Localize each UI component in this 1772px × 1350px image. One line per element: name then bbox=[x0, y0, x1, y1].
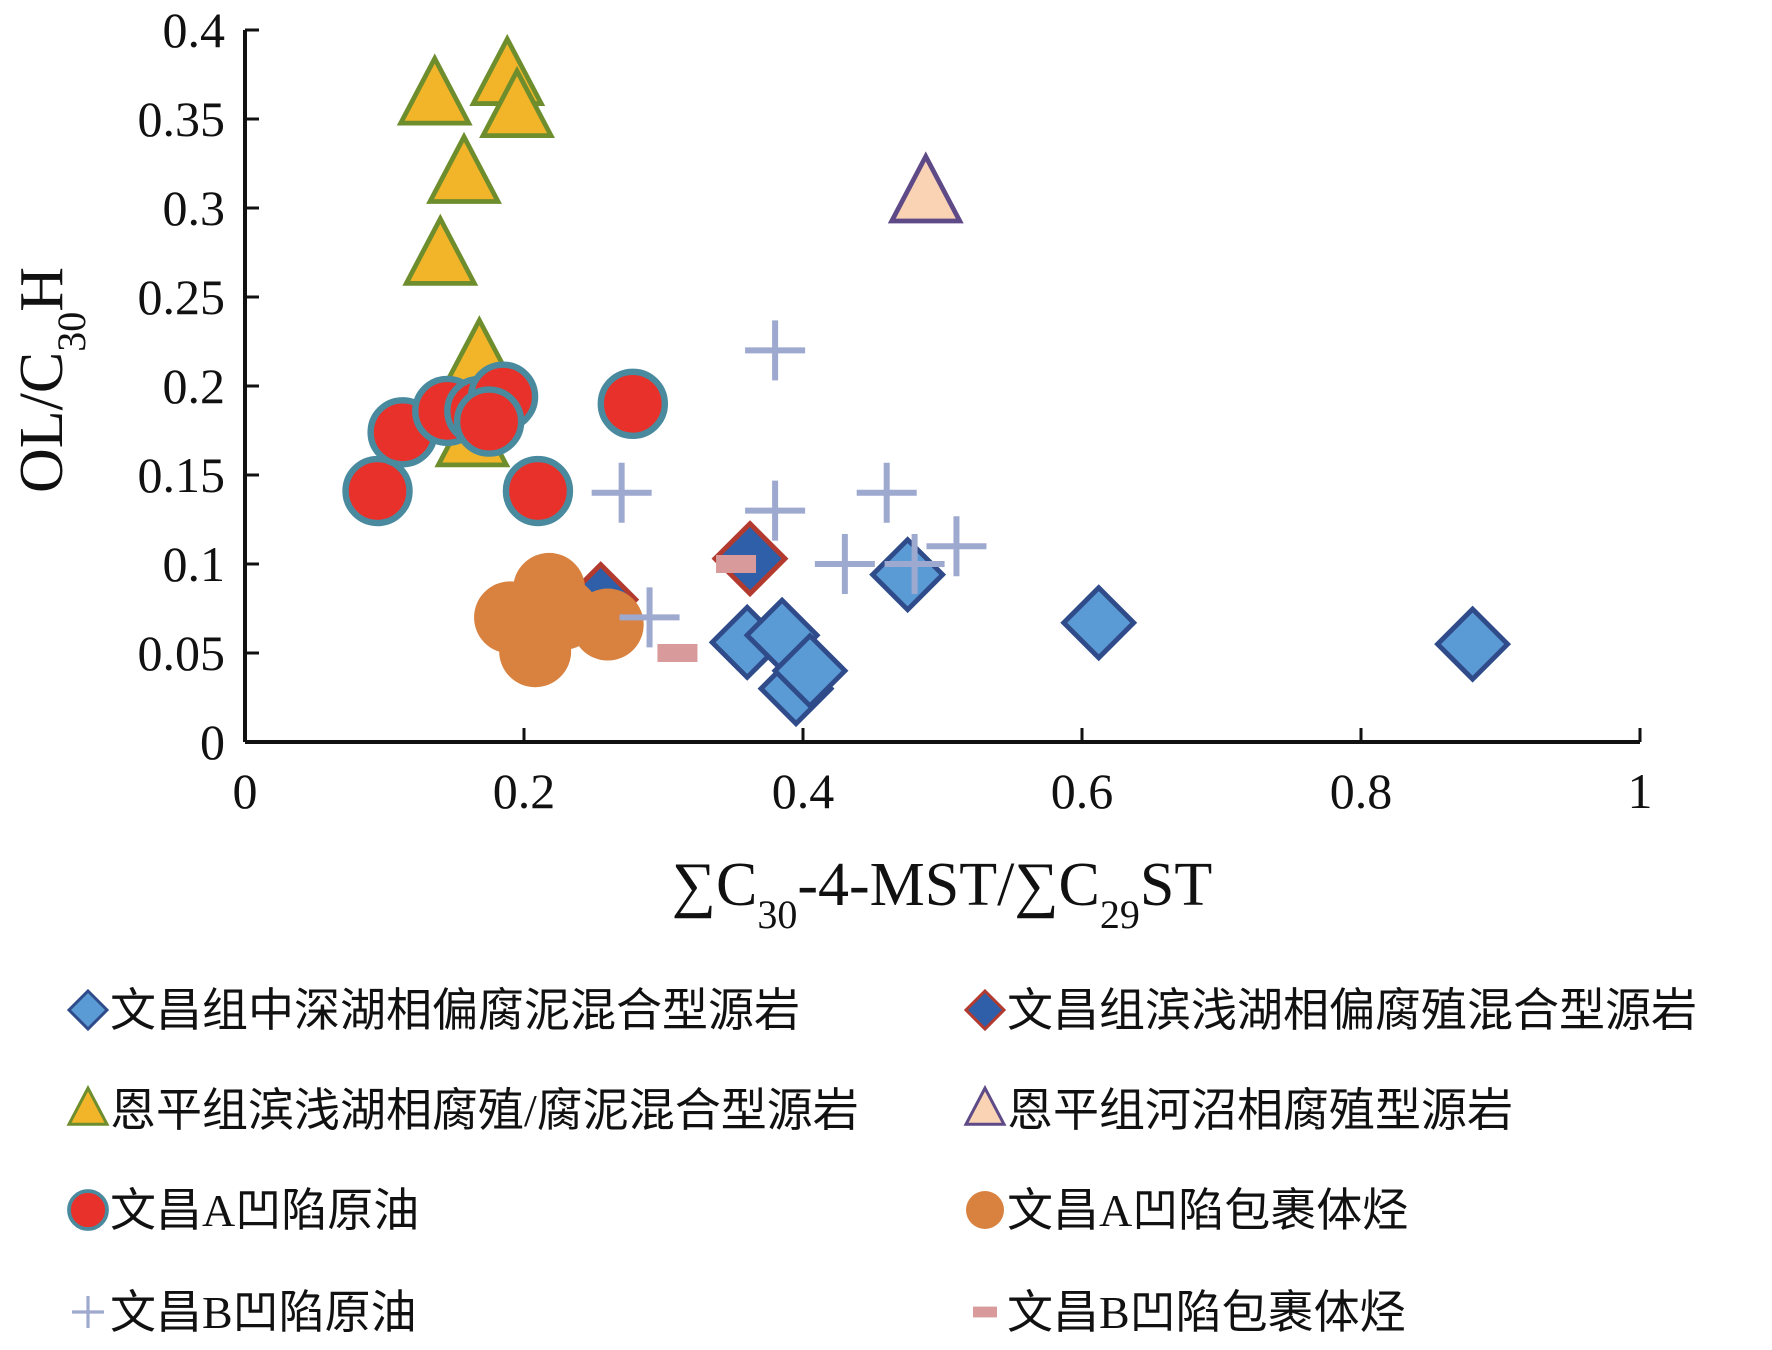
y-tick-label: 0.3 bbox=[163, 180, 226, 236]
x-tick-label: 0.2 bbox=[493, 763, 556, 819]
series-6 bbox=[474, 552, 644, 688]
x-tick-label: 0.6 bbox=[1051, 763, 1114, 819]
y-tick-label: 0.35 bbox=[138, 91, 226, 147]
series-4 bbox=[887, 151, 964, 224]
data-point-s1-5 bbox=[869, 536, 947, 614]
data-point-s3-5 bbox=[402, 213, 479, 286]
legend-label-1: 文昌组中深湖相偏腐泥混合型源岩 bbox=[110, 985, 800, 1036]
legend-marker-6 bbox=[966, 1191, 1004, 1229]
y-tick-label: 0.1 bbox=[163, 536, 226, 592]
y-tick-label: 0.2 bbox=[163, 358, 226, 414]
x-tick-label: 0.8 bbox=[1330, 763, 1393, 819]
legend-label-7: 文昌B凹陷原油 bbox=[110, 1287, 417, 1338]
legend-marker-8 bbox=[973, 1306, 997, 1318]
y-tick-label: 0.15 bbox=[138, 447, 226, 503]
data-point-s1-6 bbox=[1060, 584, 1138, 662]
x-title-mid: -4-MST/∑C bbox=[797, 851, 1100, 919]
data-point-s8-1 bbox=[716, 555, 757, 573]
y-tick-label: 0.4 bbox=[163, 2, 226, 58]
data-point-s6-4 bbox=[499, 615, 572, 688]
data-point-s7-6 bbox=[884, 534, 945, 594]
legend-marker-4 bbox=[963, 1084, 1007, 1126]
data-point-s3-3 bbox=[479, 65, 555, 138]
legend-item-3: 恩平组滨浅湖相腐殖/腐泥混合型源岩 bbox=[66, 1084, 859, 1136]
x-title-post: ST bbox=[1140, 851, 1212, 919]
data-point-s5-8 bbox=[597, 368, 669, 439]
legend-marker-7 bbox=[72, 1296, 104, 1328]
legend-label-8: 文昌B凹陷包裹体烃 bbox=[1007, 1287, 1406, 1338]
data-point-s3-1 bbox=[396, 53, 473, 126]
data-point-s7-1 bbox=[745, 320, 806, 381]
y-tick-label: 0 bbox=[200, 714, 225, 770]
data-point-s3-4 bbox=[426, 131, 502, 204]
x-tick-label: 0.4 bbox=[772, 763, 835, 819]
x-ticks: 0 0.2 0.4 0.6 0.8 1 bbox=[233, 728, 1653, 819]
legend-label-6: 文昌A凹陷包裹体烃 bbox=[1007, 1185, 1408, 1236]
data-point-s7-5 bbox=[814, 534, 875, 594]
data-point-s7-8 bbox=[619, 587, 680, 648]
legend-marker-2 bbox=[963, 988, 1007, 1032]
x-title-sub2: 29 bbox=[1100, 892, 1140, 937]
legend-item-1: 文昌组中深湖相偏腐泥混合型源岩 bbox=[66, 985, 800, 1036]
data-point-s8-2 bbox=[657, 644, 698, 662]
x-tick-label: 0 bbox=[233, 763, 258, 819]
legend: 文昌组中深湖相偏腐泥混合型源岩 文昌组滨浅湖相偏腐殖混合型源岩恩平组滨浅湖相腐殖/… bbox=[66, 985, 1697, 1338]
x-title-pre: ∑C bbox=[672, 851, 758, 919]
data-point-s4-1 bbox=[887, 151, 964, 224]
y-title-post: H bbox=[8, 267, 76, 312]
data-point-s7-3 bbox=[745, 480, 806, 541]
legend-item-6: 文昌A凹陷包裹体烃 bbox=[966, 1185, 1408, 1236]
legend-label-2: 文昌组滨浅湖相偏腐殖混合型源岩 bbox=[1007, 985, 1697, 1036]
data-point-s6-5 bbox=[571, 588, 644, 661]
series-7 bbox=[591, 320, 987, 648]
legend-item-4: 恩平组河沼相腐殖型源岩 bbox=[963, 1084, 1513, 1136]
legend-label-4: 恩平组河沼相腐殖型源岩 bbox=[1007, 1085, 1513, 1136]
data-point-s5-6 bbox=[453, 386, 525, 457]
legend-item-8: 文昌B凹陷包裹体烃 bbox=[973, 1287, 1406, 1338]
series-1 bbox=[708, 536, 1512, 728]
data-point-s7-4 bbox=[856, 462, 917, 523]
y-tick-label: 0.05 bbox=[138, 625, 226, 681]
x-title-sub1: 30 bbox=[757, 892, 797, 937]
y-ticks: 0 0.05 0.1 0.15 0.2 0.25 0.3 0.35 0.4 bbox=[138, 2, 259, 770]
data-point-s5-7 bbox=[502, 455, 574, 527]
y-tick-label: 0.25 bbox=[138, 269, 226, 325]
legend-label-3: 恩平组滨浅湖相腐殖/腐泥混合型源岩 bbox=[110, 1085, 859, 1136]
legend-item-5: 文昌A凹陷原油 bbox=[67, 1185, 419, 1236]
x-tick-label: 1 bbox=[1628, 763, 1653, 819]
data-point-s5-1 bbox=[342, 455, 413, 527]
y-axis-title: OL/C30H bbox=[8, 267, 94, 493]
legend-marker-5 bbox=[67, 1189, 109, 1231]
data-point-s1-7 bbox=[1434, 605, 1512, 683]
data-point-s7-2 bbox=[591, 462, 652, 523]
x-axis-title: ∑C30-4-MST/∑C29ST bbox=[672, 851, 1212, 937]
legend-item-2: 文昌组滨浅湖相偏腐殖混合型源岩 bbox=[963, 985, 1697, 1036]
data-point-s7-7 bbox=[926, 516, 987, 577]
legend-marker-3 bbox=[66, 1084, 110, 1126]
legend-label-5: 文昌A凹陷原油 bbox=[110, 1185, 419, 1236]
y-title-sub: 30 bbox=[49, 312, 94, 352]
y-title-pre: OL/C bbox=[8, 352, 76, 493]
legend-marker-1 bbox=[66, 988, 110, 1032]
plot-area bbox=[342, 33, 1512, 728]
series-8 bbox=[657, 555, 757, 662]
data-point-s1-4 bbox=[771, 632, 849, 710]
legend-item-7: 文昌B凹陷原油 bbox=[72, 1287, 417, 1338]
series-5 bbox=[342, 361, 669, 527]
